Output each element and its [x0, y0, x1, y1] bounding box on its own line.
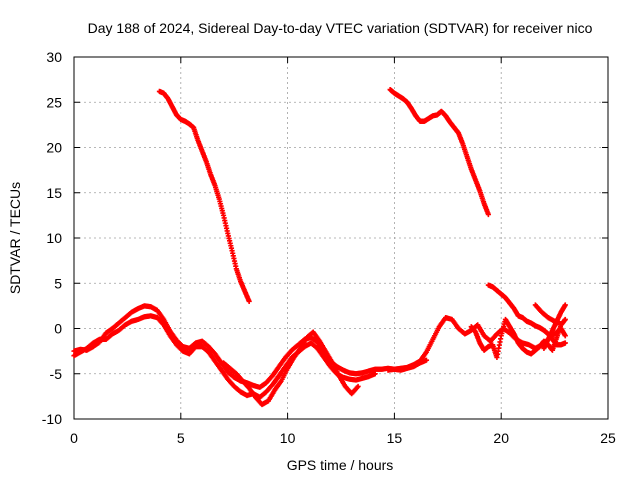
- x-axis-tick-labels: 0 5 10 15 20 25: [70, 430, 616, 446]
- x-tick-label: 15: [387, 430, 403, 446]
- data-point: [355, 383, 361, 390]
- data-point: [423, 357, 430, 363]
- series-descent-2: [387, 86, 491, 218]
- series-track-b: [71, 313, 378, 400]
- y-tick-label: 15: [46, 185, 62, 201]
- data-point: [246, 298, 252, 304]
- data-point: [562, 316, 568, 323]
- data-point: [372, 371, 378, 377]
- x-tick-label: 10: [280, 430, 296, 446]
- data-point: [485, 211, 491, 218]
- series-track-h: [532, 302, 564, 327]
- data-point: [562, 302, 568, 308]
- series-track-g: [541, 302, 568, 352]
- y-tick-label: 30: [46, 49, 62, 65]
- axis-ticks: [73, 56, 609, 420]
- chart-title: Day 188 of 2024, Sidereal Day-to-day VTE…: [88, 20, 593, 36]
- data-point: [562, 340, 568, 346]
- data-point: [558, 321, 564, 327]
- y-tick-label: -5: [50, 366, 63, 382]
- grid: [74, 57, 608, 419]
- series-track-f: [485, 282, 568, 348]
- y-tick-label: 20: [46, 140, 62, 156]
- x-tick-label: 5: [177, 430, 185, 446]
- y-tick-label: 10: [46, 230, 62, 246]
- x-axis-label: GPS time / hours: [287, 457, 394, 473]
- y-tick-label: -10: [42, 411, 62, 427]
- x-tick-label: 0: [70, 430, 78, 446]
- x-tick-label: 25: [600, 430, 616, 446]
- series-track-e: [468, 316, 568, 361]
- x-tick-label: 20: [493, 430, 509, 446]
- y-tick-label: 25: [46, 94, 62, 110]
- data-points: [71, 86, 568, 408]
- data-point: [562, 333, 568, 339]
- y-tick-label: 0: [54, 321, 62, 337]
- y-axis-label: SDTVAR / TECUs: [7, 182, 23, 294]
- y-tick-label: 5: [54, 275, 62, 291]
- series-descent-1: [156, 88, 252, 304]
- series-track-a: [71, 303, 430, 390]
- y-axis-tick-labels: -10 -5 0 5 10 15 20 25 30: [42, 49, 62, 427]
- series-track-c: [220, 329, 361, 408]
